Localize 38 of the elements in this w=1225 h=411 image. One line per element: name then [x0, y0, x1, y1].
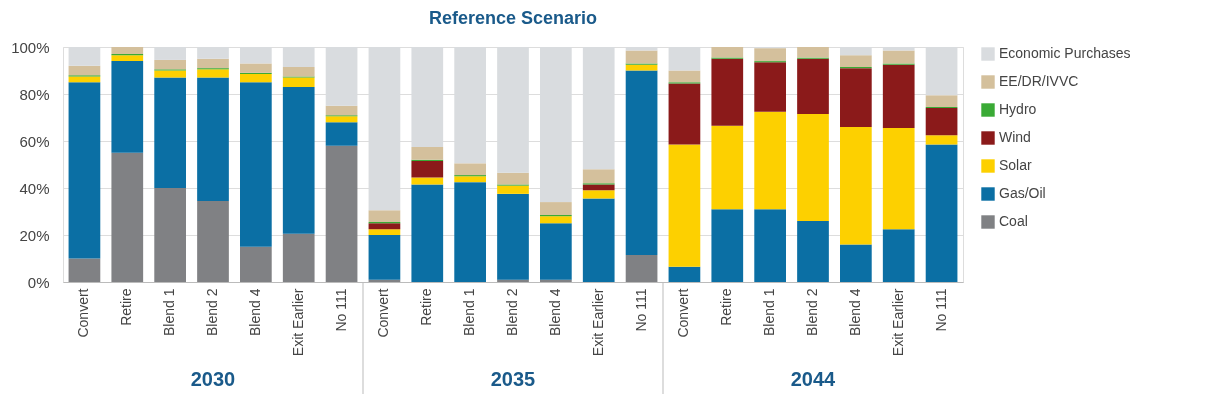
y-tick-label: 40%	[19, 179, 50, 197]
chart-title: Reference Scenario	[428, 8, 598, 28]
x-tick-label: No 111	[632, 288, 649, 332]
x-tick-label: Retire	[118, 288, 135, 326]
x-tick-label: Retire	[418, 288, 435, 326]
legend-label: Hydro	[999, 101, 1037, 117]
legend-label: Economic Purchases	[999, 45, 1131, 61]
x-tick-label: Blend 1	[461, 288, 478, 336]
y-tick-label: 60%	[19, 132, 50, 150]
x-tick-label: No 111	[932, 288, 949, 332]
text: 2035	[490, 368, 536, 390]
x-tick-label: Blend 1	[161, 288, 178, 336]
y-tick-label: 100%	[11, 38, 50, 56]
x-tick-label: Convert	[375, 288, 392, 338]
x-tick-label: Exit Earlier	[589, 288, 606, 357]
x-tick-label: Blend 2	[204, 288, 220, 336]
x-tick-label: No 111	[332, 288, 349, 332]
y-tick-label: 0%	[27, 273, 50, 291]
text: 2030	[190, 368, 236, 390]
x-tick-label: Blend 2	[504, 288, 520, 336]
x-tick-label: Convert	[675, 288, 692, 338]
y-tick-label: 80%	[19, 85, 50, 103]
x-tick-label: Exit Earlier	[889, 288, 906, 357]
x-tick-label: Blend 4	[846, 288, 863, 336]
legend-label: Wind	[999, 129, 1031, 145]
x-tick-label: Blend 4	[546, 288, 563, 336]
legend-label: Coal	[999, 213, 1028, 229]
x-tick-label: Exit Earlier	[289, 288, 306, 357]
x-tick-label: Blend 2	[804, 288, 820, 336]
text: 2044	[790, 368, 837, 390]
legend-label: EE/DR/IVVC	[999, 73, 1079, 89]
legend-label: Gas/Oil	[999, 185, 1046, 201]
x-tick-label: Blend 1	[761, 288, 778, 336]
x-tick-label: Retire	[718, 288, 735, 326]
y-tick-label: 20%	[19, 226, 50, 244]
x-tick-label: Blend 4	[246, 288, 263, 336]
x-tick-label: Convert	[75, 288, 92, 338]
legend-label: Solar	[999, 157, 1033, 173]
